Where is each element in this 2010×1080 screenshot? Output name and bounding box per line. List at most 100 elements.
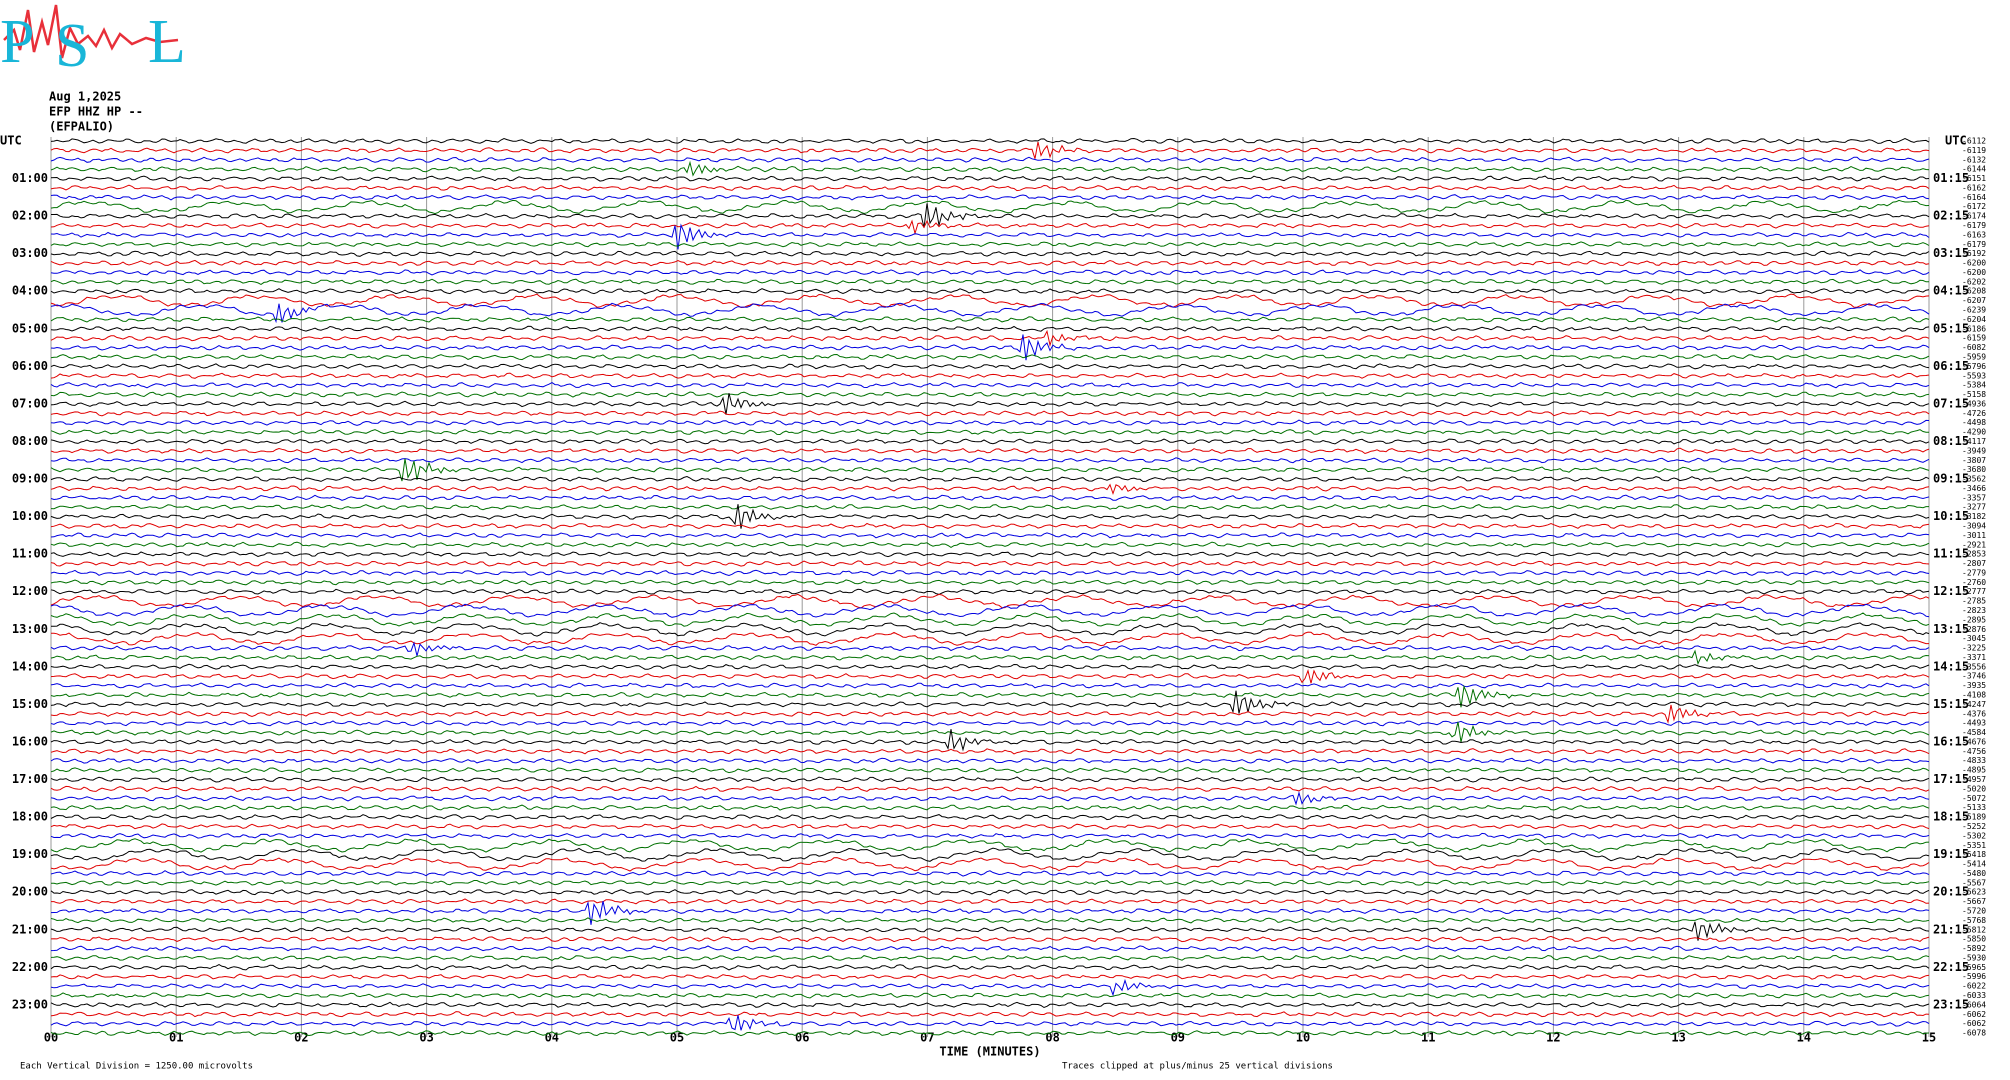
- trace: [50, 954, 1930, 962]
- row-offset: -6163: [1962, 230, 1986, 239]
- row-offset: -3357: [1962, 493, 1986, 502]
- left-time-label: 09:00: [12, 472, 48, 486]
- trace: [50, 160, 1930, 177]
- row-offset: -2807: [1962, 559, 1986, 568]
- right-time-label: 07:15: [1933, 396, 1969, 410]
- row-offset: -5158: [1962, 390, 1986, 399]
- row-offset: -6159: [1962, 334, 1986, 343]
- row-offset: -5796: [1962, 362, 1986, 371]
- right-time-label: 23:15: [1933, 997, 1969, 1011]
- right-time-label: 17:15: [1933, 772, 1969, 786]
- row-offset: -3045: [1962, 634, 1986, 643]
- trace: [50, 935, 1930, 943]
- left-time-label: 17:00: [12, 772, 48, 786]
- trace: [50, 334, 1930, 361]
- row-offset: -2823: [1962, 606, 1986, 615]
- left-time-label: 07:00: [12, 396, 48, 410]
- left-time-label: 03:00: [12, 246, 48, 260]
- left-time-label: 14:00: [12, 659, 48, 673]
- trace: [50, 900, 1930, 925]
- left-time-label: 15:00: [12, 697, 48, 711]
- trace: [50, 721, 1930, 743]
- trace: [50, 814, 1930, 821]
- row-offset: -3746: [1962, 672, 1986, 681]
- row-offset: -6112: [1962, 137, 1986, 146]
- trace: [50, 757, 1930, 764]
- left-time-label: 18:00: [12, 810, 48, 824]
- scale-note: Each Vertical Division = 1250.00 microvo…: [20, 1062, 253, 1072]
- logo-wiggle: [3, 4, 179, 59]
- trace: [50, 1029, 1930, 1037]
- row-offset: -2779: [1962, 568, 1986, 577]
- right-time-label: 18:15: [1933, 810, 1969, 824]
- station: (EFPALIO): [49, 120, 114, 134]
- trace: [50, 767, 1930, 774]
- row-offset: -2760: [1962, 578, 1986, 587]
- trace: [50, 288, 1930, 295]
- left-time-label: 08:00: [12, 434, 48, 448]
- trace: [50, 429, 1930, 436]
- row-offset: -3935: [1962, 681, 1986, 690]
- row-offset: -6208: [1962, 287, 1986, 296]
- right-time-label: 20:15: [1933, 885, 1969, 899]
- row-offset: -4726: [1962, 409, 1986, 418]
- row-offset: -6179: [1962, 240, 1986, 249]
- left-time-label: 19:00: [12, 847, 48, 861]
- trace: [50, 669, 1930, 684]
- trace: [50, 857, 1930, 872]
- trace: [50, 888, 1930, 896]
- trace: [50, 847, 1930, 862]
- row-offset: -5567: [1962, 878, 1986, 887]
- right-time-label: 16:15: [1933, 734, 1969, 748]
- trace: [50, 504, 1930, 529]
- trace: [50, 641, 1930, 657]
- trace: [50, 569, 1930, 577]
- trace: [50, 223, 1930, 250]
- trace: [50, 704, 1930, 724]
- row-offset: -5384: [1962, 381, 1986, 390]
- trace: [50, 978, 1930, 997]
- row-offset: -5480: [1962, 869, 1986, 878]
- trace: [50, 184, 1930, 192]
- row-offset: -3556: [1962, 662, 1986, 671]
- trace: [50, 458, 1930, 482]
- x-tick-label: 14: [1797, 1031, 1811, 1045]
- row-offset: -6164: [1962, 193, 1986, 202]
- trace: [50, 964, 1930, 971]
- row-offset: -6033: [1962, 991, 1986, 1000]
- left-time-label: 13:00: [12, 622, 48, 636]
- x-tick-label: 03: [419, 1031, 433, 1045]
- left-time-label: 20:00: [12, 885, 48, 899]
- x-tick-label: 10: [1296, 1031, 1310, 1045]
- trace: [50, 588, 1930, 595]
- row-offset: -4376: [1962, 709, 1986, 718]
- left-time-label: 21:00: [12, 922, 48, 936]
- trace: [50, 329, 1930, 348]
- trace: [50, 973, 1930, 980]
- row-offset: -2777: [1962, 587, 1986, 596]
- trace: [50, 682, 1930, 689]
- row-offset: -2785: [1962, 597, 1986, 606]
- row-offset: -6062: [1962, 1019, 1986, 1028]
- trace: [50, 137, 1930, 145]
- trace: [50, 748, 1930, 755]
- trace: [50, 551, 1930, 558]
- trace: [50, 791, 1930, 806]
- row-offset: -6078: [1962, 1029, 1986, 1038]
- x-tick-label: 01: [169, 1031, 183, 1045]
- trace: [50, 293, 1930, 309]
- left-time-label: 01:00: [12, 171, 48, 185]
- row-offset: -6192: [1962, 249, 1986, 258]
- trace: [50, 175, 1930, 182]
- row-offset: -6132: [1962, 155, 1986, 164]
- left-time-label: 11:00: [12, 547, 48, 561]
- row-offset: -5189: [1962, 813, 1986, 822]
- row-offset: -6144: [1962, 165, 1986, 174]
- right-time-label: 12:15: [1933, 584, 1969, 598]
- right-time-label: 08:15: [1933, 434, 1969, 448]
- row-offset: -2853: [1962, 550, 1986, 559]
- row-offset: -3182: [1962, 512, 1986, 521]
- row-offset: -4676: [1962, 737, 1986, 746]
